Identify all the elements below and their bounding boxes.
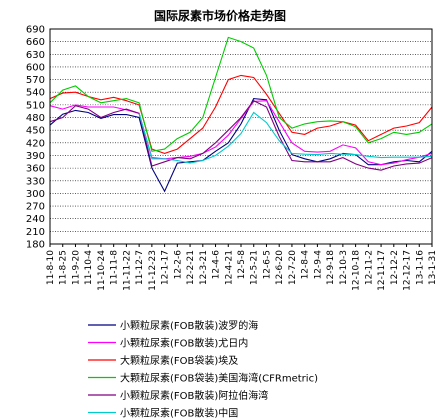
x-tick-label: 13-1-31 [428, 250, 438, 285]
y-tick-label: 360 [26, 164, 45, 175]
plot-frame [49, 28, 433, 245]
y-tick-label: 300 [26, 189, 45, 200]
x-tick-label: 11-8-10 [46, 250, 56, 285]
x-tick-label: 11-12-7 [135, 250, 145, 285]
y-tick-label: 690 [26, 25, 45, 36]
y-tick-label: 240 [26, 214, 45, 225]
y-tick-label: 270 [26, 202, 45, 213]
x-tick-label: 12-2-6 [173, 250, 183, 280]
x-tick-label: 12-11-17 [377, 250, 387, 291]
series-line-1 [49, 98, 433, 193]
x-tick-label: 12-9-4 [313, 250, 323, 280]
x-tick-label: 12-8-4 [301, 250, 311, 280]
y-tick-label: 480 [26, 113, 45, 124]
chart-title: 国际尿素市场价格走势图 [154, 8, 286, 23]
x-tick-label: 12-5-8 [237, 250, 247, 280]
y-tick-label: 330 [26, 176, 45, 187]
x-tick-label: 11-12-23 [148, 250, 158, 291]
x-tick-label: 12-6-5 [262, 250, 272, 279]
x-tick-label: 11-9-20 [71, 250, 81, 285]
y-tick-label: 180 [26, 240, 45, 251]
x-tick-label: 12-10-3 [339, 250, 349, 285]
x-tick-label: 11-10-24 [97, 250, 107, 291]
legend-label-2: 小颗粒尿素(FOB散装)尤日内 [120, 337, 248, 350]
x-tick-label: 12-3-21 [199, 250, 209, 285]
y-tick-label: 570 [26, 75, 45, 86]
x-tick-label: 11-10-4 [84, 250, 94, 285]
y-tick-label: 390 [26, 151, 45, 162]
grid [50, 41, 432, 232]
x-tick-label: 12-5-21 [250, 250, 260, 285]
y-tick-label: 450 [26, 126, 45, 137]
x-tick-label: 11-11-8 [110, 250, 120, 285]
x-tick-label: 12-12-2 [390, 250, 400, 285]
x-tick-label: 12-1-17 [161, 250, 171, 285]
x-tick-label: 12-4-21 [224, 250, 234, 285]
series-line-6 [138, 111, 433, 164]
y-tick-label: 420 [26, 138, 45, 149]
y-tick-label: 540 [26, 88, 45, 99]
y-tick-label: 510 [26, 100, 45, 111]
legend-label-5: 小颗粒尿素(FOB散装)阿拉伯海湾 [120, 389, 268, 402]
x-tick-label: 12-2-21 [186, 250, 196, 285]
series-lines [49, 36, 433, 193]
x-tick-label: 12-4-6 [212, 250, 222, 280]
x-axis-ticks: 11-8-10 11-8-25 11-9-20 11-10-4 11-10-24 11-1… [46, 244, 438, 291]
legend-label-1: 小颗粒尿素(FOB散装)波罗的海 [120, 319, 258, 332]
legend-label-4: 大颗粒尿素(FOB袋装)美国海湾(CFRmetric) [120, 372, 318, 385]
x-tick-label: 11-11-22 [122, 250, 132, 291]
x-tick-label: 12-10-18 [352, 250, 362, 291]
legend-label-6: 小颗粒尿素(FOB散装)中国 [120, 407, 238, 419]
y-tick-label: 210 [26, 227, 45, 238]
y-tick-label: 600 [26, 62, 45, 73]
legend-label-3: 大颗粒尿素(FOB袋装)埃及 [120, 354, 238, 367]
x-tick-label: 12-9-18 [326, 250, 336, 285]
y-tick-label: 660 [26, 37, 45, 48]
series-line-2 [49, 100, 433, 166]
x-tick-label: 11-8-25 [59, 250, 69, 285]
series-line-4 [49, 36, 433, 152]
x-tick-label: 12-6-20 [275, 250, 285, 285]
y-tick-label: 630 [26, 50, 45, 61]
series-line-5 [49, 100, 433, 171]
legend: 小颗粒尿素(FOB散装)波罗的海小颗粒尿素(FOB散装)尤日内大颗粒尿素(FOB… [88, 319, 318, 419]
series-line-3 [49, 74, 433, 154]
x-tick-label: 13-1-16 [415, 250, 425, 285]
x-tick-label: 12-12-17 [403, 250, 413, 291]
x-tick-label: 12-11-2 [364, 250, 374, 285]
x-tick-label: 12-7-20 [288, 250, 298, 285]
